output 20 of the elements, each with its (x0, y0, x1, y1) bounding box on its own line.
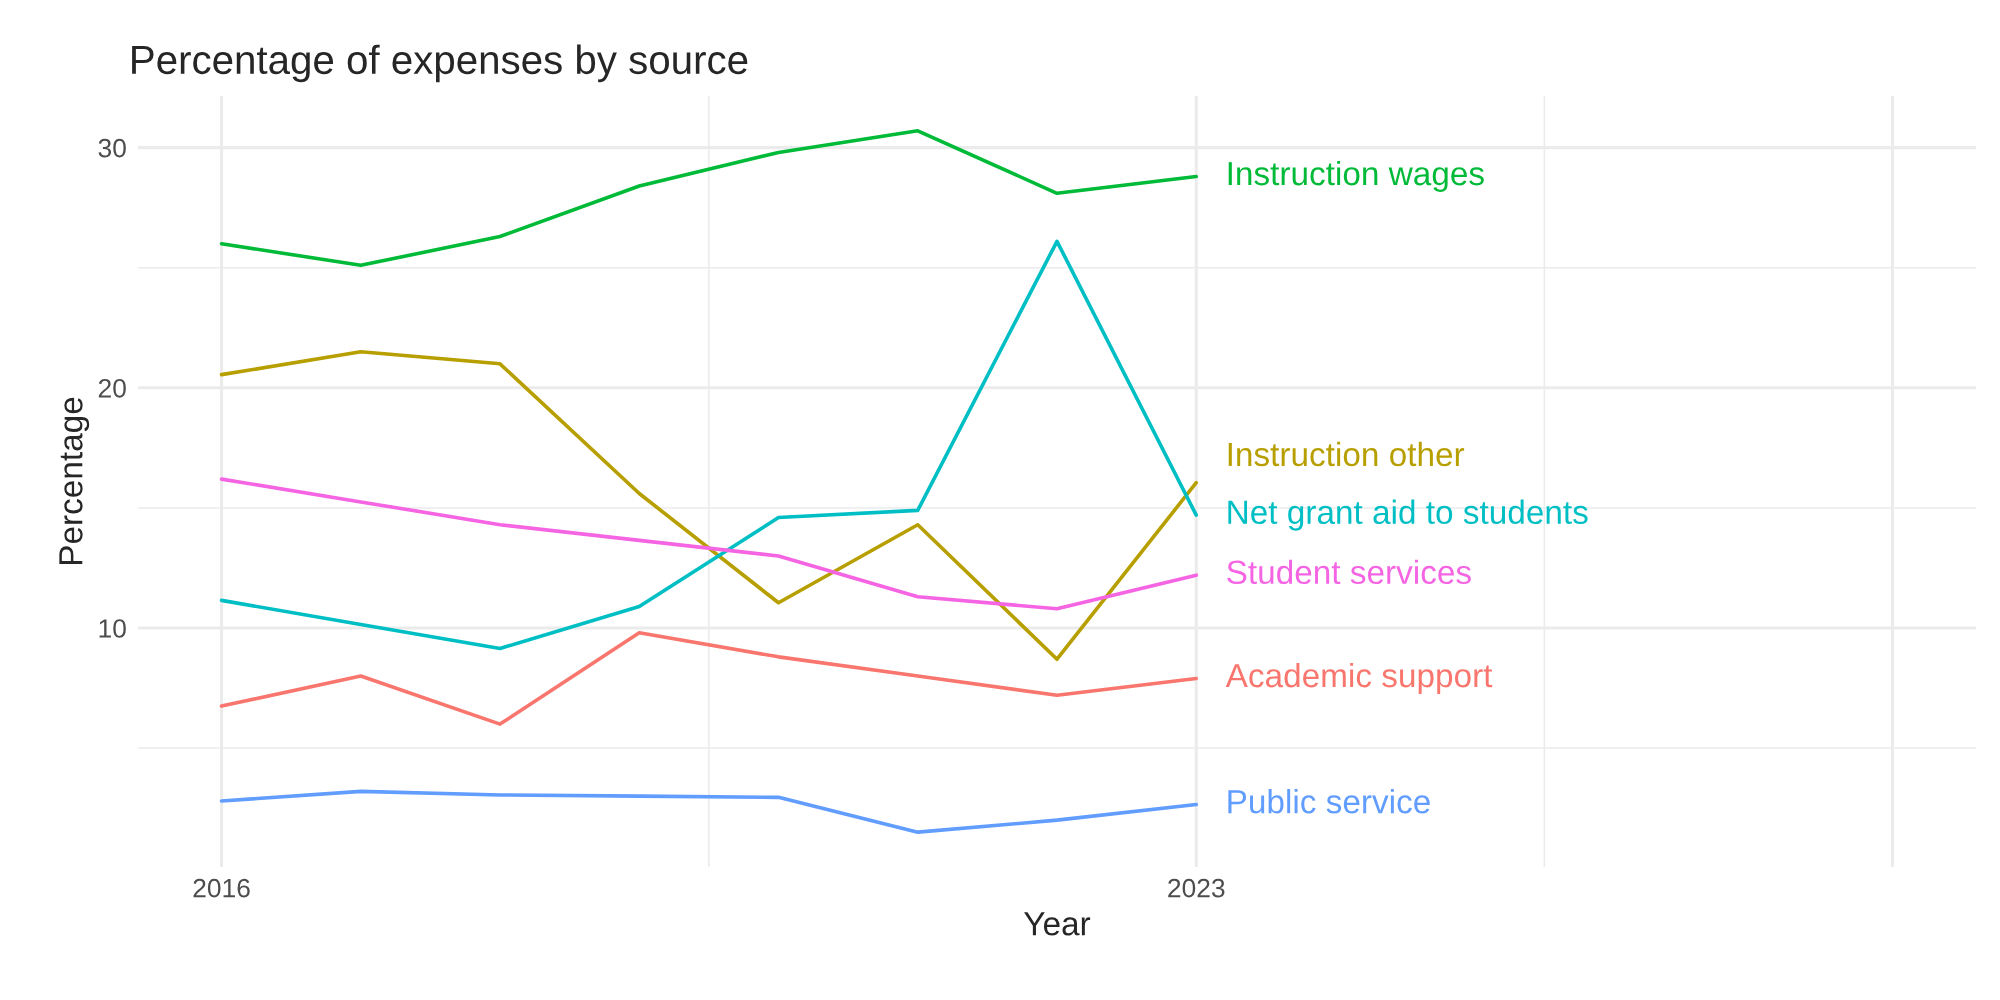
y-axis-title: Percentage (59, 397, 90, 565)
chart-title: Percentage of expenses by source (132, 44, 748, 83)
series-label: Student services (1227, 559, 1471, 585)
line-series (219, 477, 1199, 611)
line-series (219, 349, 1199, 662)
x-axis-title: Year (1024, 912, 1091, 936)
y-tick-label: 10 (99, 619, 126, 638)
series-label: Instruction other (1228, 441, 1465, 467)
line-series (219, 129, 1199, 268)
series-label: Net grant aid to students (1228, 499, 1588, 531)
series-label: Public service (1228, 789, 1430, 814)
line-series (219, 789, 1199, 834)
series-label: Instruction wages (1228, 160, 1484, 192)
x-tick-label: 2023 (1168, 878, 1225, 898)
y-tick-label: 30 (98, 138, 126, 158)
series-label: Academic support (1225, 662, 1493, 694)
line-series (219, 631, 1199, 726)
line-series (219, 239, 1199, 651)
x-tick-label: 2016 (193, 878, 250, 898)
y-tick-label: 20 (98, 378, 126, 398)
